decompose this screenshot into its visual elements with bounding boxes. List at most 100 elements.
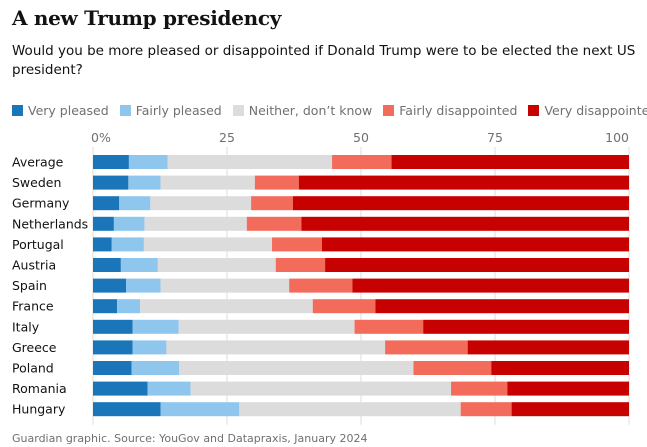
legend-item-very-pleased: Very pleased — [12, 103, 109, 118]
bar-segment-portugal-very-disappointed — [321, 237, 629, 252]
bar-segment-spain-fairly-disappointed — [289, 278, 353, 293]
legend-item-very-disappointed: Very disappointed — [528, 103, 647, 118]
category-label-sweden: Sweden — [12, 175, 61, 190]
bar-segment-poland-very-disappointed — [491, 361, 629, 375]
bar-segment-france-fairly-pleased — [117, 299, 141, 314]
bar-segment-netherlands-fairly-pleased — [113, 216, 145, 231]
bar-segment-hungary-fairly-disappointed — [460, 402, 512, 417]
legend-label-neither: Neither, don’t know — [248, 103, 373, 118]
bar-segment-greece-fairly-pleased — [132, 340, 167, 355]
legend-item-fairly-disappointed: Fairly disappointed — [383, 103, 517, 118]
stacked-bar-chart: 0% 25 50 75 100 Average Sweden Germany Netherlan… — [12, 130, 630, 425]
bar-segment-average-very-pleased — [93, 155, 129, 169]
bar-segment-spain-neither-don-t-know — [160, 278, 290, 293]
bar-segment-sweden-very-disappointed — [298, 175, 629, 190]
bar-segment-france-neither-don-t-know — [140, 299, 313, 314]
bar-segment-sweden-very-pleased — [93, 175, 129, 190]
legend-swatch-neither — [232, 105, 244, 116]
category-label-greece: Greece — [12, 340, 57, 355]
bar-segment-average-very-disappointed — [391, 155, 629, 169]
bar-segment-portugal-fairly-pleased — [111, 237, 144, 252]
legend-swatch-fairly-pleased — [119, 105, 131, 116]
bar-segment-austria-very-pleased — [93, 258, 121, 272]
bar-segment-poland-fairly-pleased — [131, 361, 180, 375]
bar-segment-france-fairly-disappointed — [312, 299, 376, 314]
category-label-netherlands: Netherlands — [12, 216, 88, 231]
category-label-average: Average — [12, 155, 64, 170]
bar-segment-hungary-very-disappointed — [511, 402, 629, 417]
bar-segment-sweden-neither-don-t-know — [160, 175, 255, 190]
legend-swatch-very-pleased — [12, 105, 23, 116]
category-label-portugal: Portugal — [12, 237, 64, 252]
bar-segment-average-fairly-pleased — [128, 155, 168, 169]
bar-segment-austria-fairly-disappointed — [275, 258, 326, 272]
legend-swatch-fairly-disappointed — [383, 105, 395, 116]
bar-segment-italy-fairly-disappointed — [354, 319, 424, 334]
bar-segment-austria-very-disappointed — [325, 258, 629, 272]
x-tick-label-0: 0% — [91, 130, 111, 145]
bar-segment-italy-very-pleased — [93, 319, 133, 334]
bar-segment-hungary-fairly-pleased — [160, 402, 240, 417]
legend-item-neither: Neither, don’t know — [232, 103, 373, 118]
legend-item-fairly-pleased: Fairly pleased — [119, 103, 222, 118]
bar-segment-netherlands-very-pleased — [93, 216, 114, 231]
bar-segment-greece-very-disappointed — [467, 340, 629, 355]
bar-segment-portugal-neither-don-t-know — [143, 237, 273, 252]
bar-segment-netherlands-fairly-disappointed — [246, 216, 302, 231]
bar-segment-poland-neither-don-t-know — [179, 361, 414, 375]
bar-segment-france-very-disappointed — [375, 299, 629, 314]
bar-segment-germany-neither-don-t-know — [150, 196, 252, 211]
bar-segment-romania-very-disappointed — [507, 381, 629, 396]
bar-segment-netherlands-very-disappointed — [301, 216, 629, 231]
bar-segment-germany-fairly-pleased — [119, 196, 151, 211]
bar-segment-romania-neither-don-t-know — [190, 381, 452, 396]
legend-label-very-pleased: Very pleased — [28, 103, 109, 118]
bar-segment-spain-very-disappointed — [352, 278, 629, 293]
category-label-italy: Italy — [12, 319, 40, 334]
category-label-romania: Romania — [12, 381, 67, 396]
x-tick-label-50: 50 — [353, 130, 369, 145]
bar-segment-austria-fairly-pleased — [120, 258, 158, 272]
x-tick-label-100: 100 — [605, 130, 629, 145]
bar-segment-greece-neither-don-t-know — [166, 340, 386, 355]
chart-subtitle: Would you be more pleased or disappointe… — [12, 43, 636, 78]
x-tick-label-75: 75 — [487, 130, 503, 145]
bar-segment-sweden-fairly-pleased — [128, 175, 161, 190]
bar-segment-austria-neither-don-t-know — [157, 258, 276, 272]
bar-segment-average-neither-don-t-know — [167, 155, 333, 169]
bar-segment-germany-fairly-disappointed — [251, 196, 293, 211]
category-label-germany: Germany — [12, 196, 70, 211]
bar-segment-germany-very-disappointed — [292, 196, 629, 211]
legend-label-fairly-disappointed: Fairly disappointed — [399, 103, 518, 118]
legend-label-fairly-pleased: Fairly pleased — [135, 103, 222, 118]
bar-segment-italy-very-disappointed — [423, 319, 629, 334]
source-note: Guardian graphic. Source: YouGov and Dat… — [12, 432, 368, 445]
legend-swatch-very-disappointed — [528, 105, 540, 116]
bar-segment-italy-fairly-pleased — [132, 319, 179, 334]
category-label-spain: Spain — [12, 278, 47, 293]
bar-segment-poland-very-pleased — [93, 361, 132, 375]
bar-segment-romania-fairly-disappointed — [451, 381, 508, 396]
bar-segment-greece-fairly-disappointed — [385, 340, 468, 355]
bar-segment-italy-neither-don-t-know — [178, 319, 355, 334]
bar-segment-hungary-very-pleased — [93, 402, 161, 417]
bar-segment-portugal-very-pleased — [93, 237, 112, 252]
bar-segment-greece-very-pleased — [93, 340, 133, 355]
bar-segment-portugal-fairly-disappointed — [272, 237, 322, 252]
bar-segment-germany-very-pleased — [93, 196, 120, 211]
bar-segment-hungary-neither-don-t-know — [239, 402, 461, 417]
bar-segment-netherlands-neither-don-t-know — [144, 216, 247, 231]
bar-segment-spain-very-pleased — [93, 278, 127, 293]
bar-segment-romania-fairly-pleased — [147, 381, 191, 396]
bar-segment-france-very-pleased — [93, 299, 118, 314]
category-label-france: France — [12, 299, 54, 314]
legend: Very pleased Fairly pleased Neither, don… — [12, 103, 647, 118]
category-label-poland: Poland — [12, 361, 54, 376]
category-label-hungary: Hungary — [12, 402, 66, 417]
legend-label-very-disappointed: Very disappointed — [544, 103, 647, 118]
bar-segment-average-fairly-disappointed — [332, 155, 392, 169]
x-tick-label-25: 25 — [219, 130, 235, 145]
bar-segment-spain-fairly-pleased — [126, 278, 161, 293]
bar-segment-romania-very-pleased — [93, 381, 148, 396]
bar-segment-sweden-fairly-disappointed — [254, 175, 299, 190]
